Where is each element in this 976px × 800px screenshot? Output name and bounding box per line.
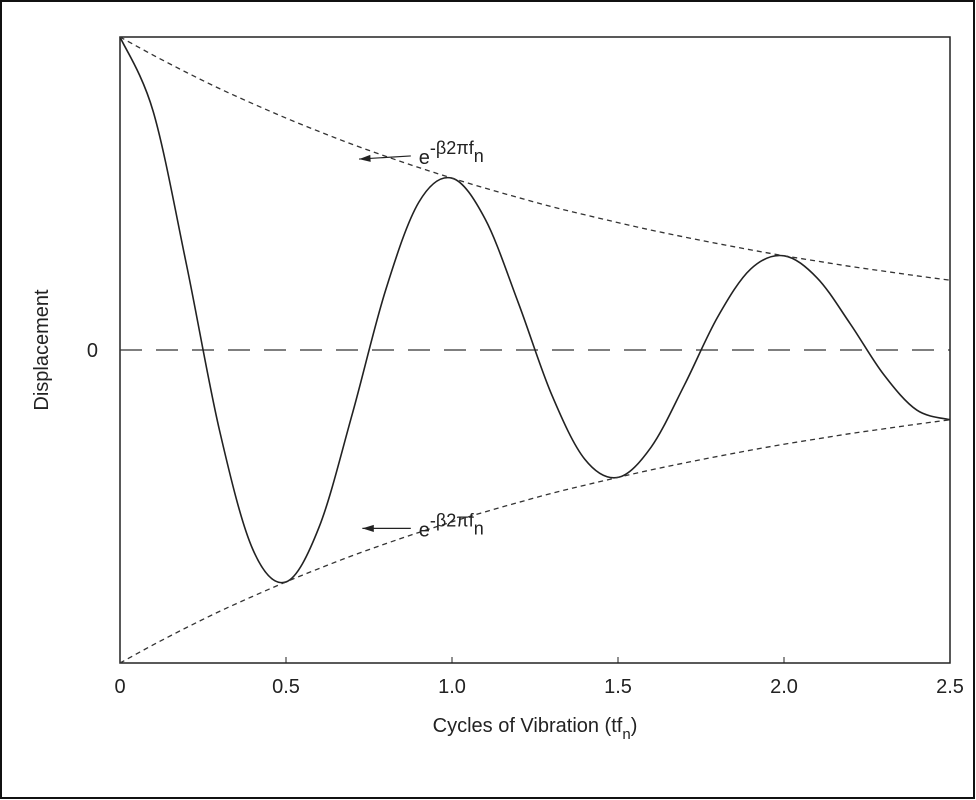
annotation-base: e — [419, 519, 430, 541]
x-tick-label: 2.0 — [770, 676, 798, 698]
x-tick-label: 1.0 — [438, 676, 466, 698]
displacement-line — [120, 37, 950, 583]
envelope-line — [120, 37, 950, 280]
x-tick-label: 1.5 — [604, 676, 632, 698]
envelope-line — [120, 420, 950, 663]
annotation: e-β2πfn — [419, 138, 484, 169]
x-tick-label: 0.5 — [272, 676, 300, 698]
annotation-exponent: -β2πf — [430, 510, 475, 530]
chart: Displacement Cycles of Vibration (tfn) 0… — [0, 0, 976, 800]
annotation-exponent: -β2πf — [430, 138, 475, 158]
arrow-head — [362, 525, 373, 532]
annotation-base: e — [419, 147, 430, 169]
annotation-exponent-sub: n — [474, 146, 484, 166]
x-label-close: ) — [631, 715, 638, 737]
x-tick-label: 0 — [114, 676, 125, 698]
annotation-exponent-sub: n — [474, 518, 484, 538]
x-label-sub: n — [622, 726, 630, 743]
annotation: e-β2πfn — [419, 510, 484, 541]
y-tick-label: 0 — [87, 340, 98, 362]
page-border — [1, 1, 974, 798]
x-axis-label: Cycles of Vibration (tfn) — [433, 715, 638, 743]
x-tick-label: 2.5 — [936, 676, 964, 698]
x-label-text: Cycles of Vibration (tf — [433, 715, 623, 737]
y-axis-label: Displacement — [31, 289, 53, 411]
